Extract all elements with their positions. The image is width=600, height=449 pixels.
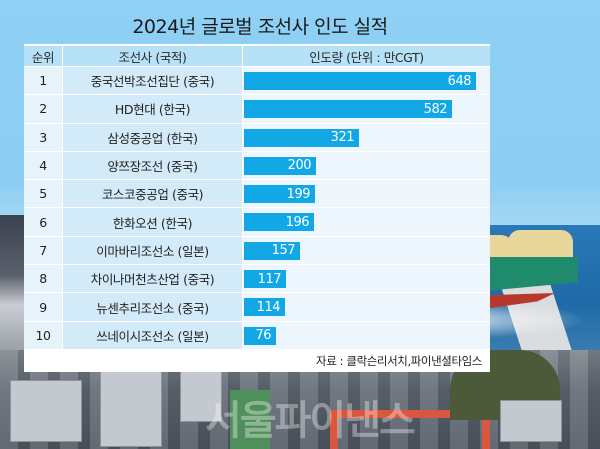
delivery-cell: 321 [243,123,490,151]
ship-superstructure [508,230,573,260]
table-row: 7 이마바리조선소 (일본) 157 [24,235,490,265]
delivery-bar: 114 [244,298,285,317]
delivery-table: 순위 조선사 (국적) 인도량 (단위 : 만CGT) 1 중국선박조선집단 (중… [24,44,490,372]
delivery-cell: 76 [243,321,490,349]
chart-title: 2024년 글로벌 조선사 인도 실적 [132,16,388,38]
delivery-cell: 117 [243,265,490,293]
header-company: 조선사 (국적) [62,46,243,66]
rank-cell: 6 [24,208,62,236]
delivery-bar: 648 [244,72,476,90]
delivery-bar: 200 [244,156,316,175]
rank-cell: 1 [24,67,62,95]
table-row: 5 코스코중공업 (중국) 199 [24,179,490,208]
company-cell: 코스코중공업 (중국) [62,180,243,208]
delivery-cell: 199 [243,180,490,208]
bar-value-label: 157 [271,243,296,259]
header-rank: 순위 [31,49,55,65]
rank-cell: 10 [24,321,62,349]
header-delivery: 인도량 (단위 : 만CGT) [309,49,424,65]
delivery-bar: 321 [244,128,359,147]
table-row: 8 차이나머천츠산업 (중국) 117 [24,264,490,293]
table-row: 1 중국선박조선집단 (중국) 648 [24,66,490,95]
company-cell: 이마바리조선소 (일본) [62,236,243,265]
bar-value-label: 199 [286,186,311,202]
gantry-crane-leg [330,410,338,449]
gantry-crane [330,410,490,418]
delivery-cell: 582 [243,95,490,123]
source-note: 자료 : 클락슨리서치,파이낸셜타임스 [24,348,490,372]
delivery-cell: 157 [243,236,490,265]
delivery-bar: 76 [244,326,276,345]
ship-block [230,390,270,449]
rank-cell: 4 [24,151,62,180]
watermark: 서울파이낸스 [205,398,416,444]
shipyard-building [10,380,82,442]
delivery-bar: 117 [244,270,286,289]
delivery-cell: 200 [243,151,490,180]
company-cell: 쓰네이시조선소 (일본) [62,321,243,349]
company-cell: 중국선박조선집단 (중국) [62,67,243,95]
company-cell: 차이나머천츠산업 (중국) [62,265,243,293]
shipyard-building [500,400,562,442]
delivery-cell: 648 [243,67,490,95]
table-row: 2 HD현대 (한국) 582 [24,94,490,123]
table-row: 3 삼성중공업 (한국) 321 [24,122,490,151]
rank-cell: 9 [24,293,62,321]
bar-value-label: 200 [287,158,312,174]
rank-cell: 5 [24,180,62,208]
table-body: 1 중국선박조선집단 (중국) 648 2 HD현대 (한국) 582 3 삼성중공업 (한국… [24,66,490,349]
company-cell: 양쯔장조선 (중국) [62,151,243,180]
bar-value-label: 648 [447,73,472,89]
bar-value-label: 114 [256,299,281,315]
table-header: 순위 조선사 (국적) 인도량 (단위 : 만CGT) [24,44,490,66]
shipyard-building [100,370,162,447]
bar-value-label: 321 [330,130,355,146]
bar-value-label: 196 [285,214,310,230]
delivery-bar: 582 [244,100,452,119]
rank-cell: 2 [24,95,62,123]
bar-value-label: 76 [255,328,271,344]
delivery-cell: 196 [243,208,490,236]
table-row: 4 양쯔장조선 (중국) 200 [24,150,490,180]
rank-cell: 7 [24,236,62,265]
table-row: 6 한화오션 (한국) 196 [24,207,490,236]
bar-value-label: 117 [257,271,282,287]
company-cell: 삼성중공업 (한국) [62,123,243,151]
company-cell: 한화오션 (한국) [62,208,243,236]
delivery-bar: 157 [244,241,300,260]
company-cell: HD현대 (한국) [62,95,243,123]
rank-cell: 3 [24,123,62,151]
delivery-bar: 196 [244,213,314,232]
rank-cell: 8 [24,265,62,293]
delivery-bar: 199 [244,185,315,204]
company-cell: 뉴센추리조선소 (중국) [62,293,243,321]
delivery-cell: 114 [243,293,490,321]
gantry-crane-leg [482,410,490,449]
bar-value-label: 582 [423,101,448,117]
table-row: 9 뉴센추리조선소 (중국) 114 [24,292,490,321]
table-row: 10 쓰네이시조선소 (일본) 76 [24,320,490,349]
